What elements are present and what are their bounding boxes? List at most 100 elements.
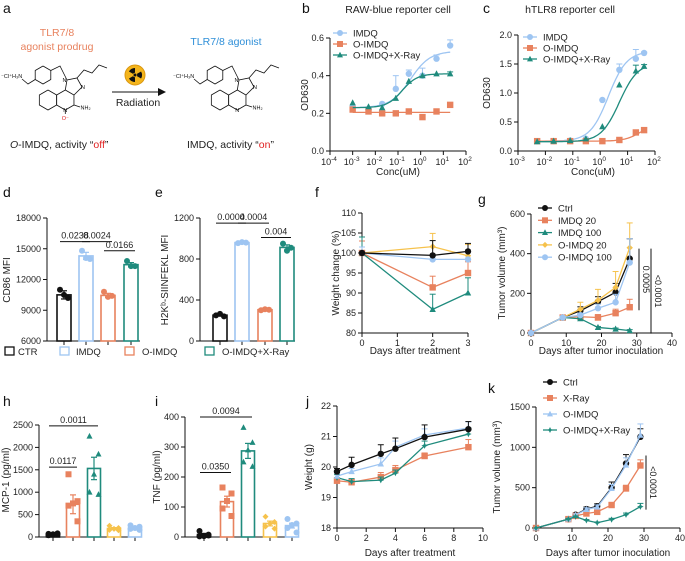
panel-letter-b: b <box>302 0 310 16</box>
bond <box>210 89 230 111</box>
bond <box>76 64 108 79</box>
data-point <box>465 425 472 433</box>
data-point <box>392 110 400 117</box>
data-point <box>464 248 472 255</box>
panel-letter-e: e <box>155 184 163 200</box>
legend-label: CTR <box>18 347 38 358</box>
amine-label: ⁻Cl⁺H₃N <box>173 73 194 80</box>
x-tick-label: 10-2 <box>366 156 382 167</box>
y-tick-label: 110 <box>342 208 356 218</box>
data-point <box>616 81 623 88</box>
caption-imdq: IMDQ, activity “on” <box>187 139 274 151</box>
data-point <box>289 522 295 528</box>
data-point <box>65 294 71 301</box>
legend-label: Ctrl <box>558 204 573 215</box>
data-point <box>594 314 602 321</box>
fit-curve <box>537 52 645 142</box>
data-point <box>65 471 72 478</box>
y-tick-label: 1.0 <box>499 88 512 98</box>
data-point <box>464 289 472 296</box>
y-tick-label: 1500 <box>510 402 530 412</box>
x-tick-label: 8 <box>451 533 456 543</box>
chart-b: 0.00.20.40.610-4 10-3 10-2 10-1 100 101 102RAW… <box>300 4 472 178</box>
legend-swatch <box>4 346 15 356</box>
nitrogen-label: N <box>253 85 257 91</box>
x-tick-label: 10-3 <box>509 156 525 167</box>
panel-a-scheme: TLR7/8 agonist prodrug TLR7/8 agonist ⁻Cl⁺H… <box>1 27 280 151</box>
data-point <box>612 325 619 332</box>
chart-title: RAW-blue reporter cell <box>345 4 451 16</box>
y-tick-label: 200 <box>510 288 525 298</box>
data-point <box>527 329 535 337</box>
y-tick-label: 1000 <box>510 442 530 452</box>
chart-h: 0 500 1000 1500 2000 2500 MCP-1 (pg/ml) 0.0011 0… <box>1 415 143 542</box>
panel-letter-h: h <box>3 393 11 409</box>
tick-exponent: 2 <box>468 156 472 163</box>
data-point <box>577 311 584 319</box>
data-point <box>599 123 606 130</box>
y-tick-label: 6000 <box>21 336 41 346</box>
bar <box>257 308 273 342</box>
prodrug-title: TLR7/8 <box>40 27 75 39</box>
bond <box>193 78 208 85</box>
data-point <box>599 96 606 104</box>
data-point <box>612 299 619 306</box>
data-point <box>377 460 384 467</box>
amine-nh2-label: NH₂ <box>253 106 263 112</box>
data-point <box>632 67 640 74</box>
legend-marker <box>547 427 553 433</box>
series-line <box>530 258 631 334</box>
data-point <box>640 126 648 134</box>
data-point <box>626 304 633 311</box>
bond <box>56 89 75 111</box>
data-point <box>405 108 413 115</box>
y-tick-label: 80 <box>346 328 356 338</box>
panel-letter-f: f <box>315 184 319 200</box>
legend-label: IMDQ 20 <box>558 216 596 227</box>
y-tick-label: 500 <box>515 483 530 493</box>
activity-on: on <box>259 139 271 151</box>
y-tick-label: 90 <box>346 288 356 298</box>
tick-base: 10 <box>564 157 574 167</box>
chart-e: 0 400 800 1200 H2Kᵇ-SIINFEKL MFI 0.00040.0004… <box>160 212 295 346</box>
data-point <box>267 520 273 527</box>
data-point <box>616 66 623 74</box>
p-value-label: 0.0117 <box>50 456 77 466</box>
y-tick-label: 0.4 <box>311 71 324 81</box>
p-value-label: 0.0004 <box>240 212 268 222</box>
chart-j: 18 19 20 21 22 0 2 4 6 8 10 Days after treatment Wei… <box>304 401 488 559</box>
y-tick-label: 85 <box>346 308 356 318</box>
x-axis-label: Days after treatment <box>365 548 456 559</box>
data-point <box>91 470 97 477</box>
panel-letter-a: a <box>3 0 11 16</box>
p-value-label: 0.0350 <box>202 462 230 472</box>
data-point <box>622 485 630 492</box>
panel-letter-k: k <box>488 380 496 396</box>
data-point <box>421 433 428 441</box>
data-point <box>284 516 291 522</box>
data-point <box>637 431 644 438</box>
tick-base: 10 <box>647 157 657 167</box>
y-tick-label: 0 <box>189 336 194 346</box>
tick-exponent: -1 <box>399 156 405 163</box>
data-point <box>377 450 384 458</box>
data-point <box>348 468 355 475</box>
data-point <box>377 476 384 484</box>
bond <box>236 77 255 96</box>
legend-label: O-IMDQ+X-Ray <box>563 426 631 437</box>
panel-letter-i: i <box>155 393 158 409</box>
data-point <box>583 517 590 524</box>
x-tick-label: 20 <box>603 533 613 543</box>
data-point <box>594 297 602 304</box>
series <box>333 421 472 475</box>
data-point <box>57 286 63 293</box>
data-point <box>348 478 355 485</box>
data-point <box>446 101 454 109</box>
tick-exponent: -2 <box>376 156 382 163</box>
data-point <box>224 498 230 504</box>
bond <box>228 89 247 111</box>
tick-base: 10 <box>620 157 630 167</box>
y-tick-label: 1200 <box>174 213 194 223</box>
x-tick-label: 102 <box>458 156 472 167</box>
x-tick-label: 100 <box>592 156 606 167</box>
